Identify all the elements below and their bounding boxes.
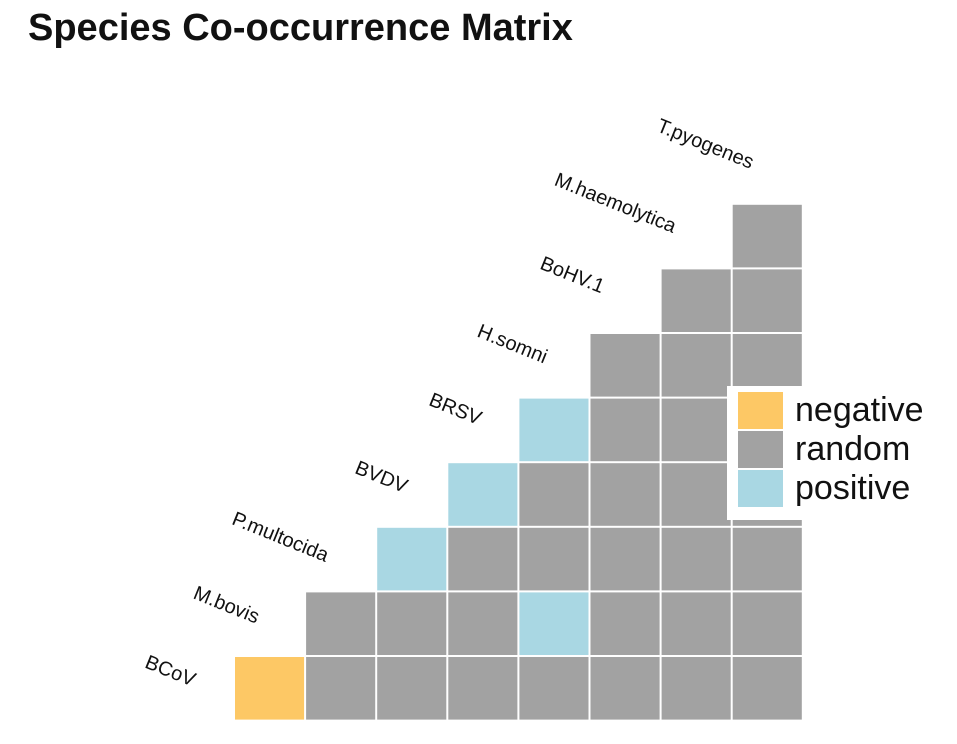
matrix-cell [732, 527, 802, 591]
legend-label: random [795, 430, 910, 468]
species-label: BoHV.1 [537, 253, 607, 299]
matrix-cell [377, 527, 447, 591]
matrix-cell [661, 657, 731, 720]
species-label: BRSV [426, 389, 485, 430]
chart-title: Species Co-occurrence Matrix [28, 7, 573, 49]
matrix-cell [235, 657, 305, 720]
matrix-cell [661, 269, 731, 332]
matrix-cell [448, 657, 518, 720]
legend-key [738, 392, 783, 429]
matrix-cell [661, 334, 731, 397]
species-label: P.multocida [229, 508, 333, 567]
matrix-cell [519, 592, 589, 655]
matrix-cell [661, 398, 731, 462]
matrix-cell [661, 592, 731, 655]
species-label: BCoV [142, 651, 199, 691]
matrix-cell [590, 592, 660, 655]
matrix-cell [519, 657, 589, 720]
matrix-cell [377, 657, 447, 720]
matrix-cell [306, 592, 376, 655]
matrix-cell [306, 657, 376, 720]
matrix-cell [732, 592, 802, 655]
matrix-cell [661, 527, 731, 591]
matrix-cell [661, 463, 731, 526]
matrix-cell [377, 592, 447, 655]
matrix-cell [590, 398, 660, 462]
species-label: M.bovis [190, 582, 262, 628]
matrix-cell [590, 334, 660, 397]
legend-label: negative [795, 391, 924, 429]
matrix-cell [519, 398, 589, 462]
species-label: T.pyogenes [654, 115, 757, 174]
species-label: M.haemolytica [551, 169, 680, 238]
legend-key [738, 431, 783, 468]
matrix-cell [590, 527, 660, 591]
species-label: BVDV [352, 457, 411, 498]
legend-key [738, 470, 783, 507]
matrix-cell [448, 463, 518, 526]
species-label: H.somni [474, 320, 550, 368]
matrix-cell [448, 592, 518, 655]
matrix-cell [732, 269, 802, 332]
matrix-cell [519, 463, 589, 526]
matrix-cell [590, 463, 660, 526]
matrix-cell [732, 657, 802, 720]
matrix-cell [590, 657, 660, 720]
legend-label: positive [795, 469, 910, 507]
matrix-cell [519, 527, 589, 591]
matrix-cell [732, 204, 802, 268]
matrix-cell [448, 527, 518, 591]
